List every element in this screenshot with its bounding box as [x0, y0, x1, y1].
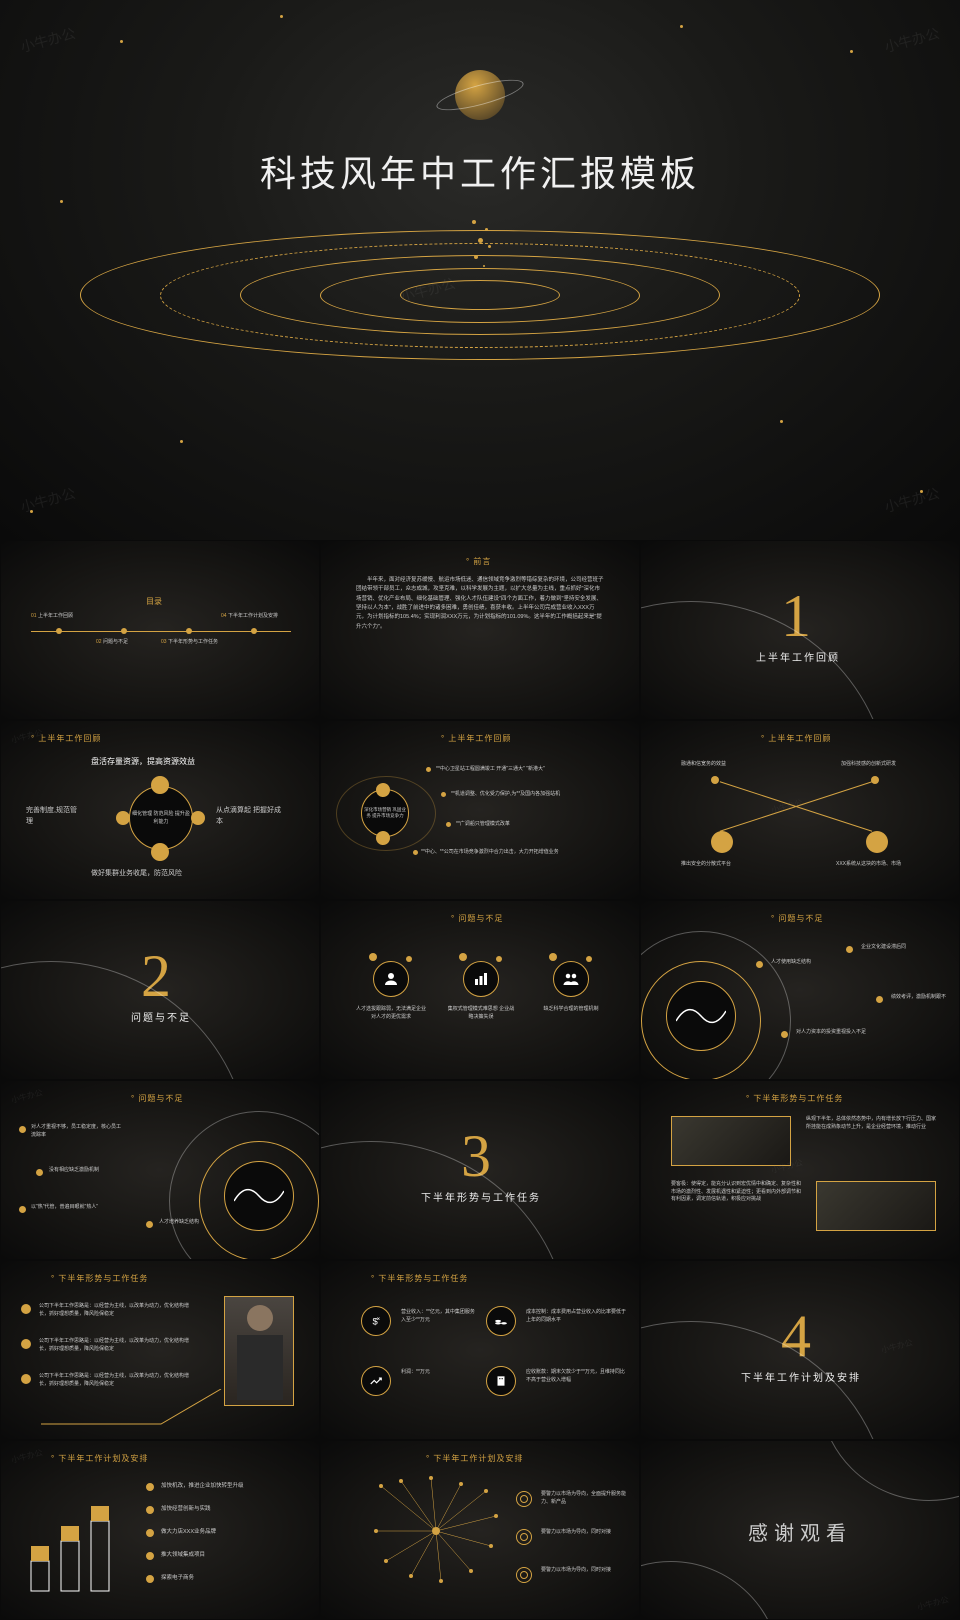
angle-line — [41, 1389, 241, 1429]
image-placeholder — [816, 1181, 936, 1231]
slide-review2: 上半年工作回顾 深化市场营销 巩固业务 提升市场竞争力 **中心卫星站工程圆满竣… — [320, 720, 640, 900]
slide-toc: 目录 01 上半年工作回顾 02 问题与不足 04 下半年工作计划及安排 03 … — [0, 540, 320, 720]
slide-issues1: 问题与不足 人才选拔跟踪弱，无法满足企业对人才的更优需求 集权式管理模式难思想 … — [320, 900, 640, 1080]
watermark: 小牛办公 — [882, 483, 941, 517]
hero-title: 科技风年中工作汇报模板 — [0, 145, 960, 197]
wave-icon — [676, 996, 726, 1036]
wave-icon — [234, 1176, 284, 1216]
coins-icon — [486, 1306, 516, 1336]
watermark: 小牛办公 — [18, 23, 77, 57]
slide-plan2: 下半年工作计划及安排 要警力以市场为导向，全面提升服务能力、新产品 要 — [320, 1440, 640, 1620]
slide-issues2: 问题与不足 人才使用缺乏结构 企业文化建设滞后同 绩效考评，激励机制跟不 对人力… — [640, 900, 960, 1080]
slide-review1: 上半年工作回顾 盘活存量资源，提高资源效益 细化管理 防范风险 提升盈利能力 完… — [0, 720, 320, 900]
slide-tasks1: 下半年形势与工作任务 纵观下半年，总体依然态势中，内有增长放下行压力、国家所挂能… — [640, 1080, 960, 1260]
slides-grid: 目录 01 上半年工作回顾 02 问题与不足 04 下半年工作计划及安排 03 … — [0, 540, 960, 1620]
watermark: 小牛办公 — [18, 483, 77, 517]
network-burst — [371, 1476, 501, 1586]
slide-section1: 1 上半年工作回顾 — [640, 540, 960, 720]
watermark: 小牛办公 — [882, 23, 941, 57]
preface-title: 前言 — [466, 556, 491, 568]
slide-plan1: 下半年工作计划及安排 加快机改，推进企业加快转型升级 加快经营创新与实践 做大力… — [0, 1440, 320, 1620]
thanks-text: 感谢观看 — [641, 1519, 959, 1549]
growth-icon — [361, 1366, 391, 1396]
dollar-icon: $ — [361, 1306, 391, 1336]
building-icon — [486, 1366, 516, 1396]
image-placeholder — [671, 1116, 791, 1166]
slide-tasks3: 下半年形势与工作任务 $ 营业收入：**亿元，其中集团服务入至少**万元 成本控… — [320, 1260, 640, 1440]
people-icon — [373, 961, 409, 997]
slide-tasks2: 下半年形势与工作任务 公司下半年工作思路是：以经营为主线，以改革为动力，优化结构… — [0, 1260, 320, 1440]
slide-section4: 4 下半年工作计划及安排 小牛办公 — [640, 1260, 960, 1440]
slide-review3: 上半年工作回顾 融通和信宽务的效益 加强科技感的创新式研发 推出安全的分散式平台… — [640, 720, 960, 900]
bar-chart — [26, 1491, 126, 1601]
group-icon — [553, 961, 589, 997]
slide-thanks: 感谢观看 小牛办公 — [640, 1440, 960, 1620]
slide-issues3: 问题与不足 对人才重视不够，员工稳定度，核心员工流踪率 没有相应缺乏激励机制 以… — [0, 1080, 320, 1260]
slide-preface: 前言 半年来，面对经济复苏缓慢、航运市场低迷、通信领域竞争激烈等错综复杂的环境，… — [320, 540, 640, 720]
chart-icon — [463, 961, 499, 997]
hero-slide: 科技风年中工作汇报模板 小牛办公 小牛办公 小牛办公 小牛办公 小牛办公 — [0, 0, 960, 540]
preface-body: 半年来，面对经济复苏缓慢、航运市场低迷、通信领域竞争激烈等错综复杂的环境，公司经… — [356, 576, 604, 632]
slide-section2: 2 问题与不足 — [0, 900, 320, 1080]
slide-section3: 3 下半年形势与工作任务 — [320, 1080, 640, 1260]
toc-heading: 目录 — [146, 596, 162, 608]
